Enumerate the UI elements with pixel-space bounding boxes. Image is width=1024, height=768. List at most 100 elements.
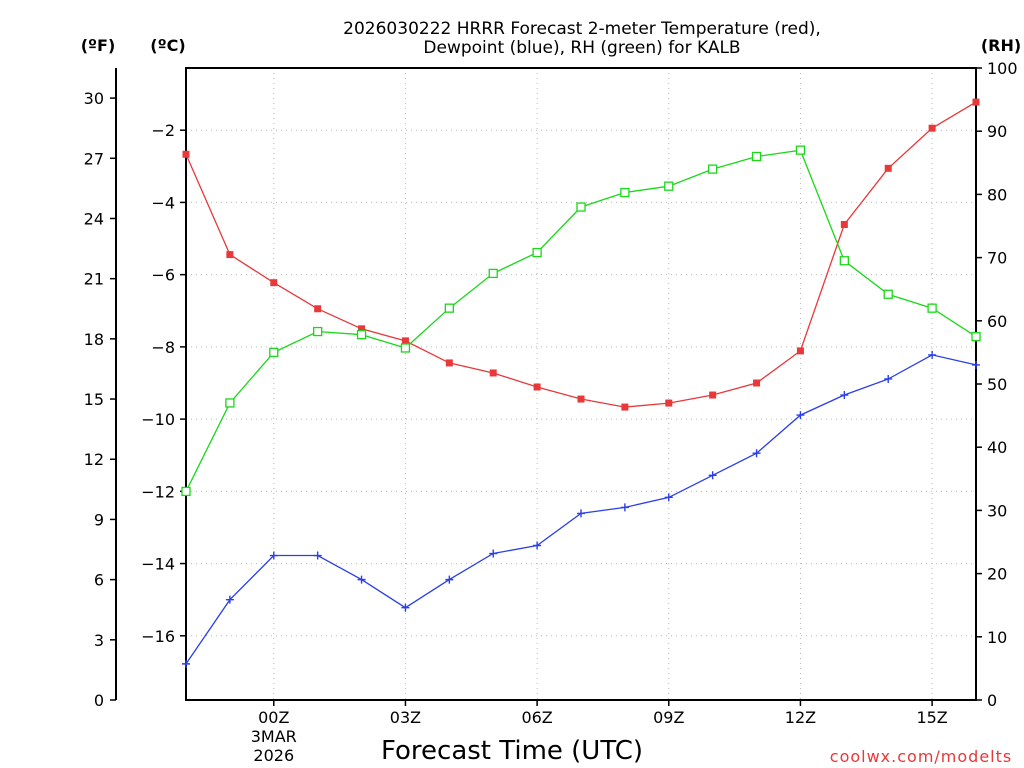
temperature-point: [621, 403, 629, 411]
dewpoint-point: [752, 449, 761, 458]
rh-point: [356, 330, 367, 340]
rh-point: [971, 331, 981, 342]
x-tick-label: 06Z: [521, 708, 552, 727]
fahrenheit-tick-label: 12: [84, 450, 104, 469]
data-series: [181, 98, 981, 668]
celsius-tick-label: −14: [141, 555, 175, 574]
rh-unit-label: (RH): [981, 36, 1021, 55]
dewpoint-point: [533, 541, 542, 550]
temperature-point: [928, 124, 936, 132]
temperature-point: [358, 325, 366, 333]
fahrenheit-tick-label: 30: [84, 89, 104, 108]
dewpoint-point: [972, 360, 980, 369]
dewpoint-point: [928, 350, 937, 359]
rh-point: [576, 202, 586, 212]
dewpoint-point: [313, 551, 322, 560]
dewpoint-point: [269, 551, 278, 560]
celsius-tick-label: −16: [141, 627, 175, 646]
temperature-point: [840, 220, 848, 228]
dewpoint-point: [796, 411, 805, 420]
rh-tick-label: 10: [987, 628, 1007, 647]
fahrenheit-tick-label: 24: [84, 209, 104, 228]
temperature-point: [884, 164, 892, 172]
x-tick-label: 09Z: [653, 708, 684, 727]
dewpoint-point: [489, 549, 498, 558]
rh-tick-label: 0: [987, 691, 997, 710]
dewpoint-point: [708, 471, 717, 480]
temperature-line: [185, 101, 977, 408]
dewpoint-point: [620, 503, 629, 512]
rh-point: [313, 326, 323, 337]
dewpoint-point: [840, 391, 849, 400]
dewpoint-point: [445, 575, 454, 584]
rh-tick-label: 20: [987, 565, 1007, 584]
x-tick-label: 03Z: [390, 708, 421, 727]
rh-tick-label: 80: [987, 185, 1007, 204]
credit-text: coolwx.com/modelts: [830, 747, 1012, 766]
rh-point: [795, 145, 806, 155]
rh-tick-label: 40: [987, 438, 1007, 457]
celsius-unit-label: (ºC): [150, 36, 185, 55]
rh-tick-label: 30: [987, 501, 1007, 520]
temperature-point: [533, 383, 541, 391]
temperature-point: [270, 279, 278, 287]
x-axis-label: Forecast Time (UTC): [381, 736, 643, 766]
celsius-tick-label: −12: [141, 482, 175, 501]
temperature-point: [709, 391, 717, 399]
rh-point: [883, 289, 893, 299]
fahrenheit-tick-label: 9: [94, 510, 104, 529]
plot-frame: [185, 67, 977, 701]
rh-line: [185, 149, 977, 492]
dewpoint-point: [577, 509, 585, 518]
fahrenheit-tick-label: 0: [94, 691, 104, 710]
fahrenheit-tick-label: 21: [84, 270, 104, 289]
dewpoint-point: [182, 659, 190, 668]
rh-point: [181, 486, 191, 497]
rh-point: [400, 343, 411, 353]
temperature-point: [577, 395, 585, 403]
celsius-tick-label: −2: [151, 121, 175, 140]
x-tick-year-label: 2026: [253, 746, 294, 765]
x-tick-label: 15Z: [916, 708, 947, 727]
dewpoint-point: [225, 595, 234, 604]
temperature-point: [445, 359, 453, 367]
rh-point: [620, 187, 630, 198]
celsius-tick-label: −8: [151, 338, 175, 357]
grid-lines: [186, 68, 976, 700]
fahrenheit-tick-label: 18: [84, 330, 104, 349]
x-tick-label: 00Z: [258, 708, 289, 727]
dewpoint-point: [884, 374, 893, 383]
rh-point: [839, 256, 849, 266]
temperature-point: [489, 369, 497, 377]
rh-point: [444, 303, 454, 313]
fahrenheit-unit-label: (ºF): [81, 36, 116, 55]
tick-labels: 0 3 6 9 12 15 18 21 24 27 30 −16 −14 −12 −10 −8 −6 −4 −2 0 1…: [84, 59, 1018, 765]
rh-tick-label: 50: [987, 375, 1007, 394]
rh-tick-label: 90: [987, 122, 1007, 141]
dewpoint-point: [401, 603, 410, 612]
rh-point: [664, 181, 674, 191]
temperature-point: [665, 399, 673, 407]
axes: [110, 67, 982, 706]
rh-point: [225, 398, 235, 408]
rh-point: [488, 268, 498, 279]
rh-tick-label: 100: [987, 59, 1018, 78]
celsius-tick-label: −10: [141, 410, 175, 429]
fahrenheit-tick-label: 6: [94, 571, 104, 590]
temperature-point: [182, 150, 190, 158]
temperature-point: [314, 305, 322, 313]
temperature-point: [401, 337, 409, 345]
x-tick-date-label: 3MAR: [251, 727, 297, 746]
chart-title-line2: Dewpoint (blue), RH (green) for KALB: [423, 38, 740, 58]
temperature-point: [972, 98, 980, 106]
rh-point: [532, 247, 542, 258]
temperature-point: [796, 347, 804, 355]
fahrenheit-tick-label: 27: [84, 149, 104, 168]
celsius-tick-label: −4: [151, 193, 175, 212]
rh-point: [927, 303, 937, 313]
temperature-point: [226, 251, 234, 259]
dewpoint-point: [357, 575, 366, 584]
rh-point: [751, 151, 762, 162]
rh-point: [708, 164, 718, 174]
